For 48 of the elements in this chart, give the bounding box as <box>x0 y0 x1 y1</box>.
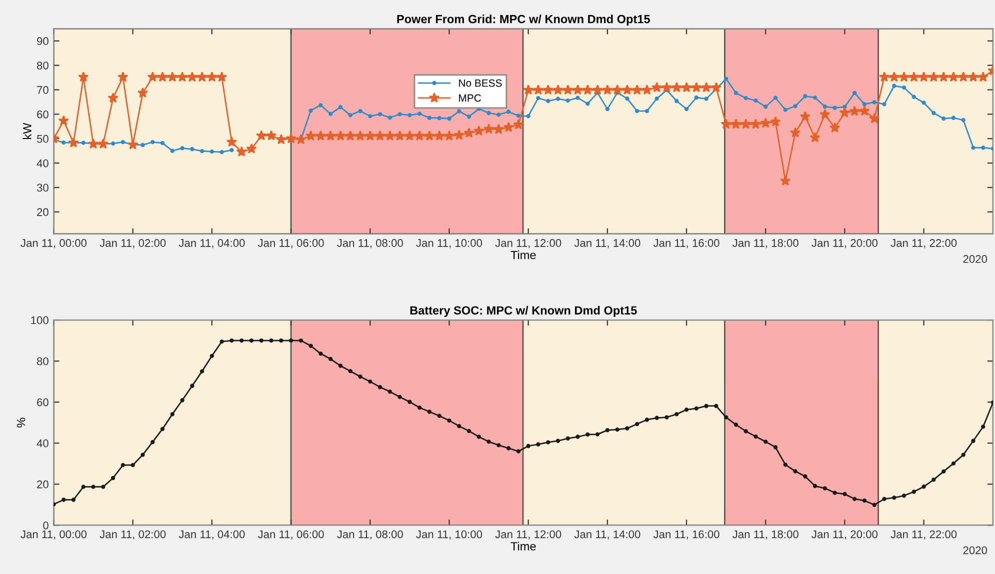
y-tick-label: 0 <box>43 521 48 530</box>
x-tick-label: Jan 11, 20:00 <box>812 530 878 540</box>
y-tick-label: 60 <box>37 110 48 118</box>
x-tick-label: Jan 11, 04:00 <box>178 530 245 540</box>
x-tick-label: Jan 11, 18:00 <box>732 239 798 248</box>
x-tick-label: Jan 11, 00:00 <box>20 530 87 540</box>
x-tick-label: Jan 11, 06:00 <box>258 239 324 248</box>
x-tick-label: Jan 11, 22:00 <box>890 239 957 248</box>
y-tick-label: 20 <box>37 480 48 488</box>
x-tick-label: Jan 11, 02:00 <box>100 239 166 248</box>
chart-title: Power From Grid: MPC w/ Known Dmd Opt15 <box>397 14 650 26</box>
y-axis-title: % <box>16 418 26 428</box>
x-tick-label: Jan 11, 10:00 <box>416 530 482 540</box>
legend-label: No BESS <box>459 79 502 87</box>
y-tick-label: 20 <box>37 208 48 216</box>
x-tick-label: Jan 11, 10:00 <box>416 239 482 248</box>
y-axis-title: kW <box>22 122 32 140</box>
y-tick-label: 80 <box>36 62 48 70</box>
x-tick-label: Jan 11, 06:00 <box>258 530 324 540</box>
y-tick-label: 30 <box>36 184 48 192</box>
y-tick-label: 40 <box>36 439 48 448</box>
x-tick-label: Jan 11, 02:00 <box>100 530 166 540</box>
x-tick-label: Jan 11, 18:00 <box>732 530 798 540</box>
x-tick-label: Jan 11, 14:00 <box>574 530 640 540</box>
x-tick-label: Jan 11, 16:00 <box>653 530 720 540</box>
y-tick-label: 90 <box>37 37 48 46</box>
y-tick-label: 100 <box>31 316 48 324</box>
y-tick-label: 80 <box>36 357 48 366</box>
chart-title: Battery SOC: MPC w/ Known Dmd Opt15 <box>410 306 637 317</box>
x-tick-label: Jan 11, 16:00 <box>653 239 720 248</box>
x-tick-label: Jan 11, 08:00 <box>337 530 403 540</box>
x-tick-label: Jan 11, 20:00 <box>812 239 878 248</box>
x-tick-label: Jan 11, 08:00 <box>337 239 403 248</box>
x-tick-label: Jan 11, 22:00 <box>890 530 957 540</box>
y-tick-label: 50 <box>36 134 48 143</box>
x-axis-title: Time <box>510 542 536 550</box>
text: 2020 <box>963 546 988 554</box>
x-tick-label: Jan 11, 12:00 <box>495 239 562 248</box>
legend-label: MPC <box>459 94 481 102</box>
x-axis-title: Time <box>510 250 536 260</box>
x-tick-label: Jan 11, 00:00 <box>20 239 87 248</box>
x-tick-label: Jan 11, 14:00 <box>574 239 640 248</box>
x-tick-label: Jan 11, 12:00 <box>495 530 562 540</box>
y-tick-label: 70 <box>37 86 48 94</box>
text: 2020 <box>963 255 988 263</box>
y-tick-label: 40 <box>36 159 48 168</box>
x-tick-label: Jan 11, 04:00 <box>178 239 245 248</box>
y-tick-label: 60 <box>37 398 48 406</box>
